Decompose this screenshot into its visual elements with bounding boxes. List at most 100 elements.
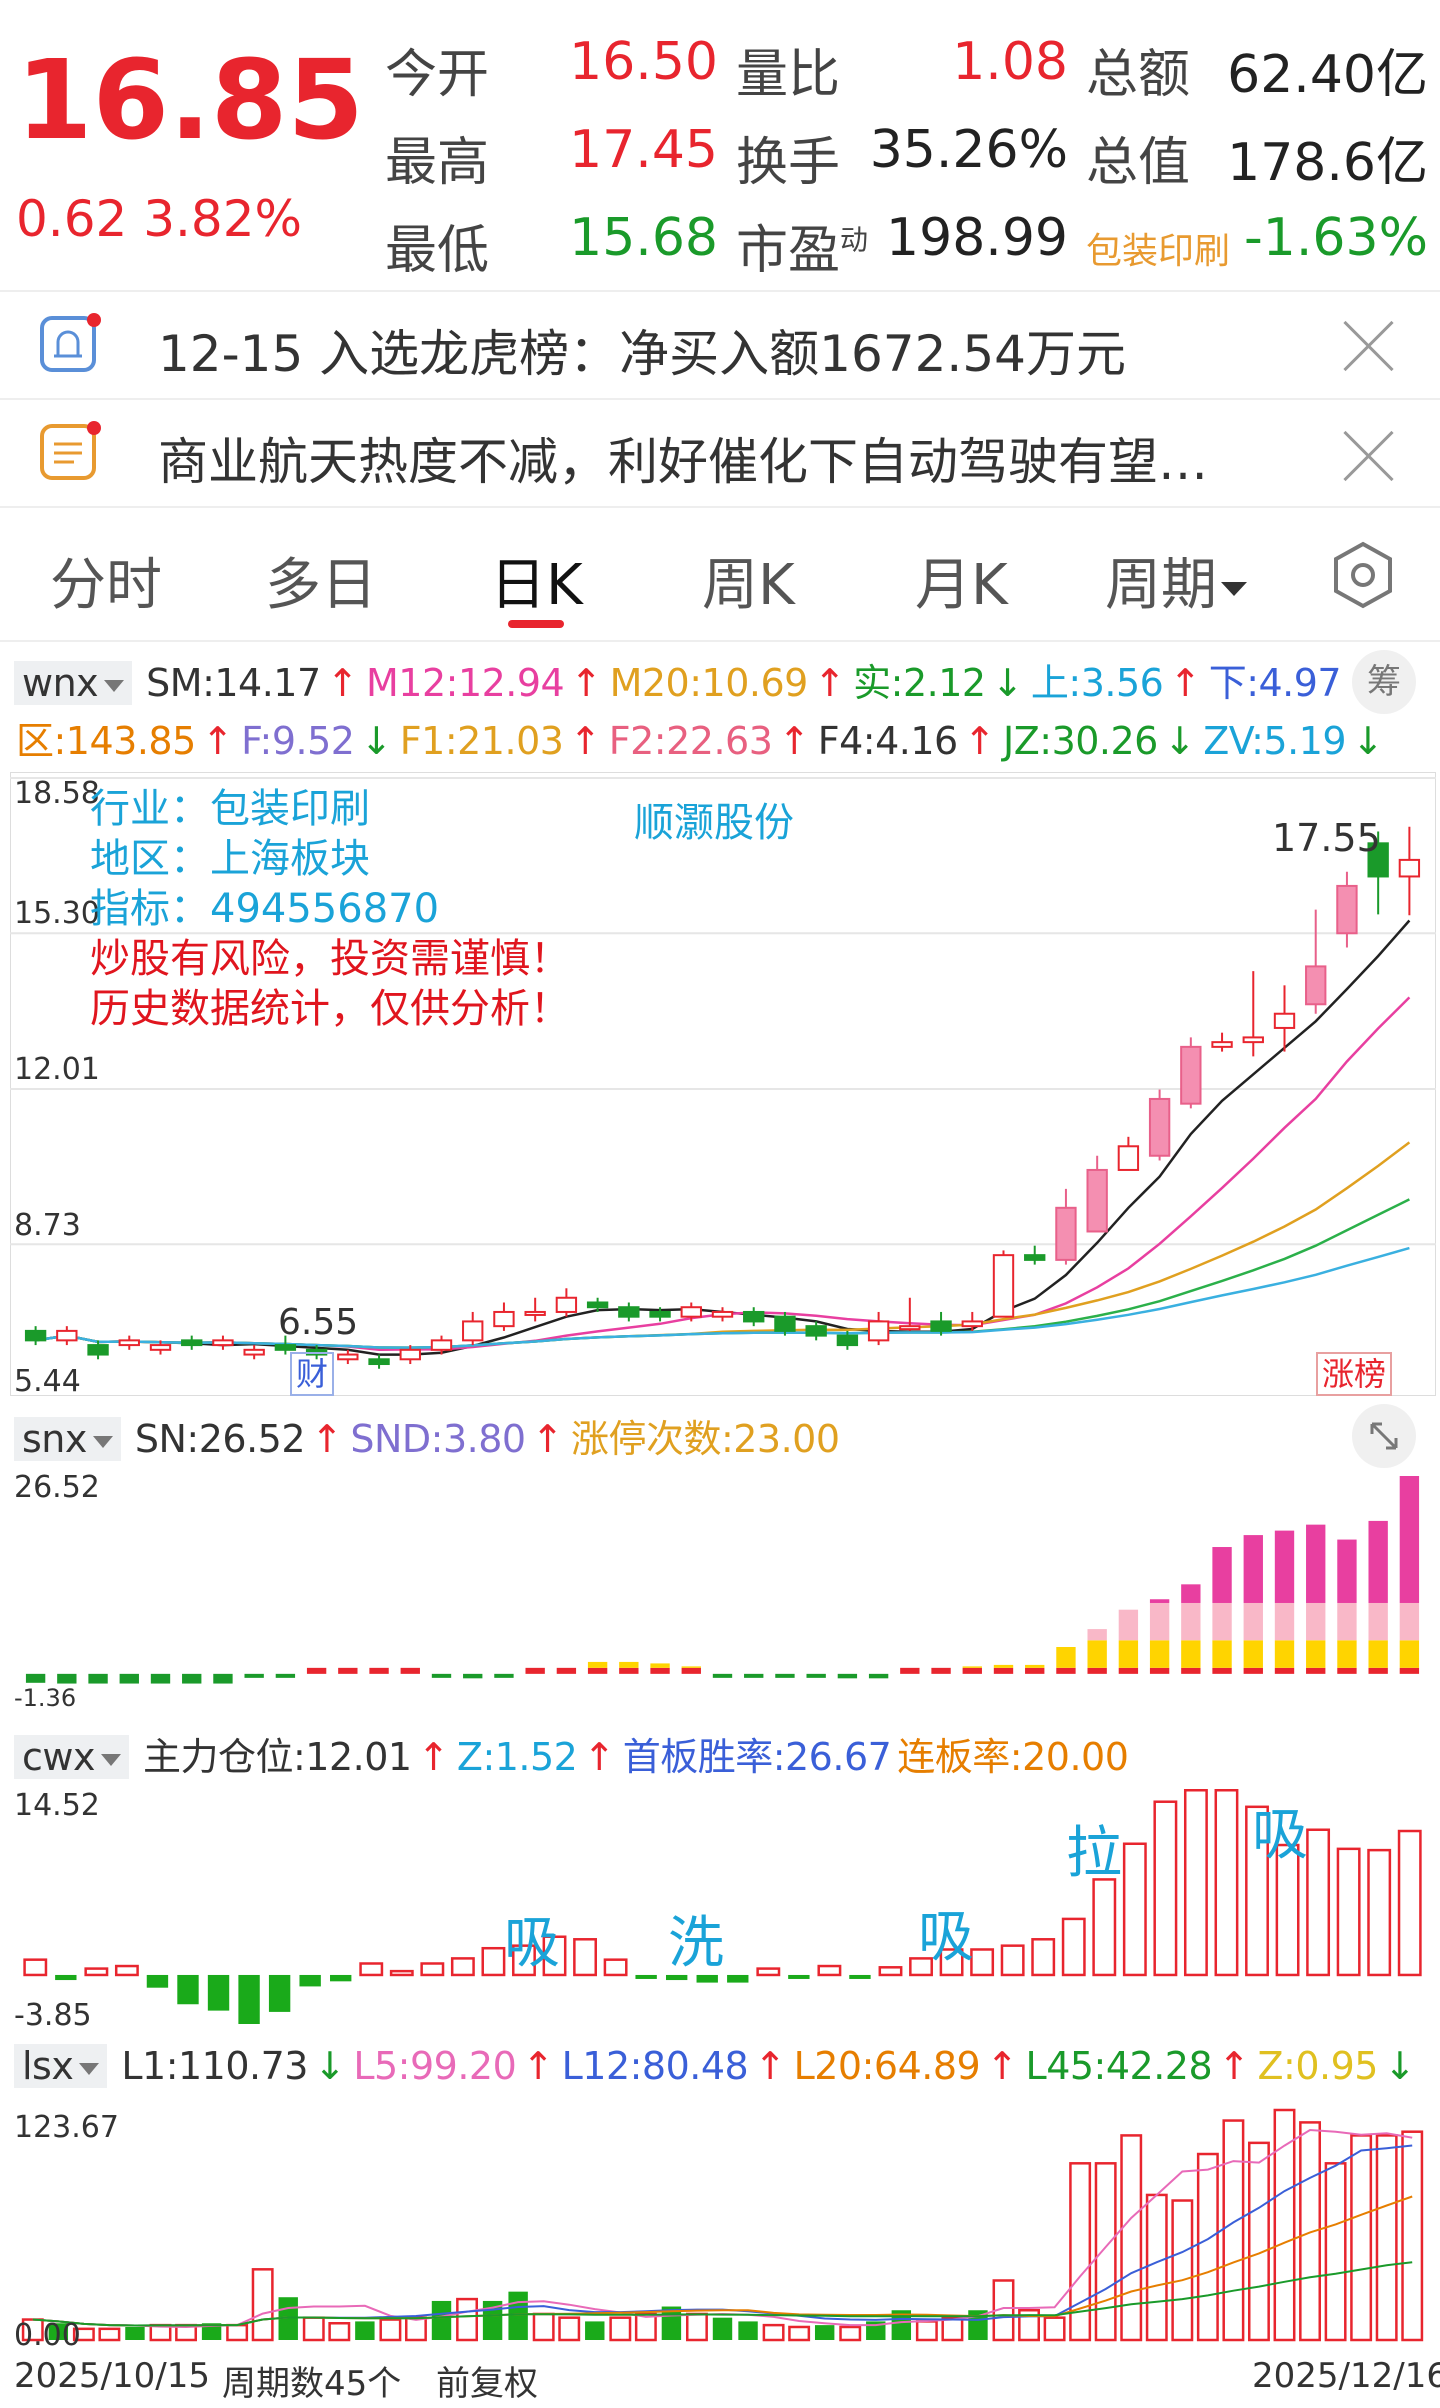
y-tick: 18.58 xyxy=(14,776,100,811)
settings-hexagon-icon[interactable] xyxy=(1328,540,1398,610)
close-icon[interactable] xyxy=(1340,318,1396,374)
lsx-bar xyxy=(226,2323,249,2342)
chevron-down-icon xyxy=(104,679,125,692)
lsx-bar xyxy=(1018,2308,1041,2342)
snx-bar xyxy=(369,1667,389,1674)
lsx-bar xyxy=(762,2323,785,2342)
stat-value: 15.68 xyxy=(569,208,718,268)
arrow-up-icon: ↑ xyxy=(1218,2044,1250,2088)
candle-body xyxy=(399,1348,421,1361)
cwx-bar xyxy=(727,1974,749,1983)
snx-bar xyxy=(556,1667,577,1674)
chip-distribution-button[interactable]: 筹 xyxy=(1352,650,1416,714)
snx-bar xyxy=(587,1667,608,1674)
cwx-bar xyxy=(603,1958,628,1977)
notice-text: 12-15 入选龙虎榜：净买入额1672.54万元 xyxy=(158,325,1126,383)
cwx-bar xyxy=(268,1974,291,2012)
snx-bar xyxy=(275,1673,296,1678)
candle-body xyxy=(1024,1254,1046,1261)
candle-body xyxy=(274,1344,297,1351)
snx-bar xyxy=(587,1661,608,1668)
stat-value: 62.40亿 xyxy=(1227,45,1428,105)
cwx-bar xyxy=(330,1974,352,1982)
phase-mark: 吸 xyxy=(918,1905,974,1970)
indicator-selector[interactable]: lsx xyxy=(14,2044,108,2088)
cwx-bar xyxy=(970,1948,995,1977)
notice-item[interactable]: 12-15 入选龙虎榜：净买入额1672.54万元 xyxy=(0,292,1440,398)
lsx-bar xyxy=(72,2327,95,2342)
indicator-value: F1:21.03 xyxy=(399,719,564,763)
candle-body xyxy=(1242,1036,1264,1044)
snx-bar xyxy=(681,1666,701,1668)
expand-icon[interactable] xyxy=(1352,1404,1416,1468)
tab-zhouqi[interactable]: 周期 xyxy=(1105,540,1247,621)
indicator-name: wnx xyxy=(22,661,99,705)
dragon-tiger-badge[interactable]: 涨榜 xyxy=(1316,1352,1393,1396)
arrow-down-icon: ↓ xyxy=(360,719,392,763)
close-icon[interactable] xyxy=(1340,428,1396,484)
snx-bar xyxy=(962,1666,982,1668)
snx-bar xyxy=(806,1673,826,1678)
tab-duori[interactable]: 多日 xyxy=(265,553,377,618)
lsx-bar xyxy=(712,2317,733,2340)
cwx-bar xyxy=(1367,1848,1392,1977)
financial-report-badge[interactable]: 财 xyxy=(290,1352,335,1396)
y-tick: 12.01 xyxy=(14,1052,100,1087)
snx-bar xyxy=(1212,1640,1232,1668)
lsx-indicator-row: lsx L1:110.73 ↓ L5:99.20 ↑ L12:80.48 ↑ L20:64.8… xyxy=(14,2044,1423,2088)
snx-bar xyxy=(1118,1609,1139,1641)
snx-bar xyxy=(1181,1640,1201,1668)
date-start: 2025/10/15 xyxy=(14,2356,210,2396)
candle-body xyxy=(899,1325,921,1331)
lsx-bar xyxy=(915,2320,938,2342)
snx-chart[interactable] xyxy=(0,1462,1440,1692)
candle-body xyxy=(118,1339,140,1347)
price-change: 0.62 3.82% xyxy=(16,190,303,248)
indicator-value: 连板率:20.00 xyxy=(897,1735,1129,1779)
indicator-value: M12:12.94 xyxy=(366,661,565,705)
indicator-value: F:9.52 xyxy=(241,719,355,763)
candle-body xyxy=(212,1339,234,1347)
stat-label: 总额 xyxy=(1086,45,1191,105)
date-end: 2025/12/16 xyxy=(1252,2356,1440,2396)
current-price: 16.85 xyxy=(16,36,364,164)
snx-bar xyxy=(182,1673,202,1684)
y-tick: 8.73 xyxy=(14,1208,81,1243)
tab-zhouk[interactable]: 周K xyxy=(702,553,795,618)
snx-bar xyxy=(1181,1584,1201,1603)
cwx-chart[interactable] xyxy=(0,1780,1440,2030)
arrow-down-icon: ↓ xyxy=(991,661,1024,705)
cwx-bar xyxy=(23,1958,48,1977)
cwx-bar xyxy=(359,1962,384,1977)
candle-body xyxy=(493,1310,515,1328)
cwx-bar xyxy=(1092,1878,1117,1977)
y-tick: 15.30 xyxy=(14,896,100,931)
snx-bar xyxy=(1025,1664,1045,1668)
candle-body xyxy=(992,1254,1015,1318)
bell-icon xyxy=(40,313,101,372)
indicator-selector[interactable]: wnx xyxy=(14,661,133,705)
arrow-up-icon: ↑ xyxy=(583,1735,615,1779)
lsx-bar xyxy=(48,2323,69,2340)
lsx-bar xyxy=(814,2325,835,2340)
candle-body xyxy=(618,1306,640,1318)
kline-chart[interactable] xyxy=(0,770,1440,1410)
notice-item[interactable]: 商业航天热度不减，利好催化下自动驾驶有望… xyxy=(0,400,1440,506)
tab-fenshi[interactable]: 分时 xyxy=(50,553,162,618)
indicator-selector[interactable]: snx xyxy=(14,1417,121,1461)
snx-bar xyxy=(1243,1640,1263,1668)
stat-label: 最低 xyxy=(385,221,490,281)
candle-body xyxy=(524,1310,546,1316)
snx-bar xyxy=(150,1673,171,1684)
lsx-bar xyxy=(1196,2152,1219,2342)
active-tab-indicator xyxy=(508,620,564,628)
indicator-value: SND:3.80 xyxy=(350,1417,526,1461)
indicator-value: ZV:5.19 xyxy=(1203,719,1347,763)
tab-rik[interactable]: 日K xyxy=(490,553,583,618)
tab-yuek[interactable]: 月K xyxy=(915,553,1008,618)
stat-value: -1.63% xyxy=(1244,208,1428,268)
indicator-selector[interactable]: cwx xyxy=(14,1735,129,1779)
lsx-bar xyxy=(738,2321,758,2340)
adjust-mode[interactable]: 前复权 xyxy=(436,2364,538,2404)
lsx-chart[interactable] xyxy=(0,2100,1440,2350)
